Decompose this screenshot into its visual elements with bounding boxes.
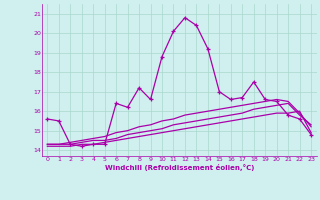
X-axis label: Windchill (Refroidissement éolien,°C): Windchill (Refroidissement éolien,°C) [105,164,254,171]
